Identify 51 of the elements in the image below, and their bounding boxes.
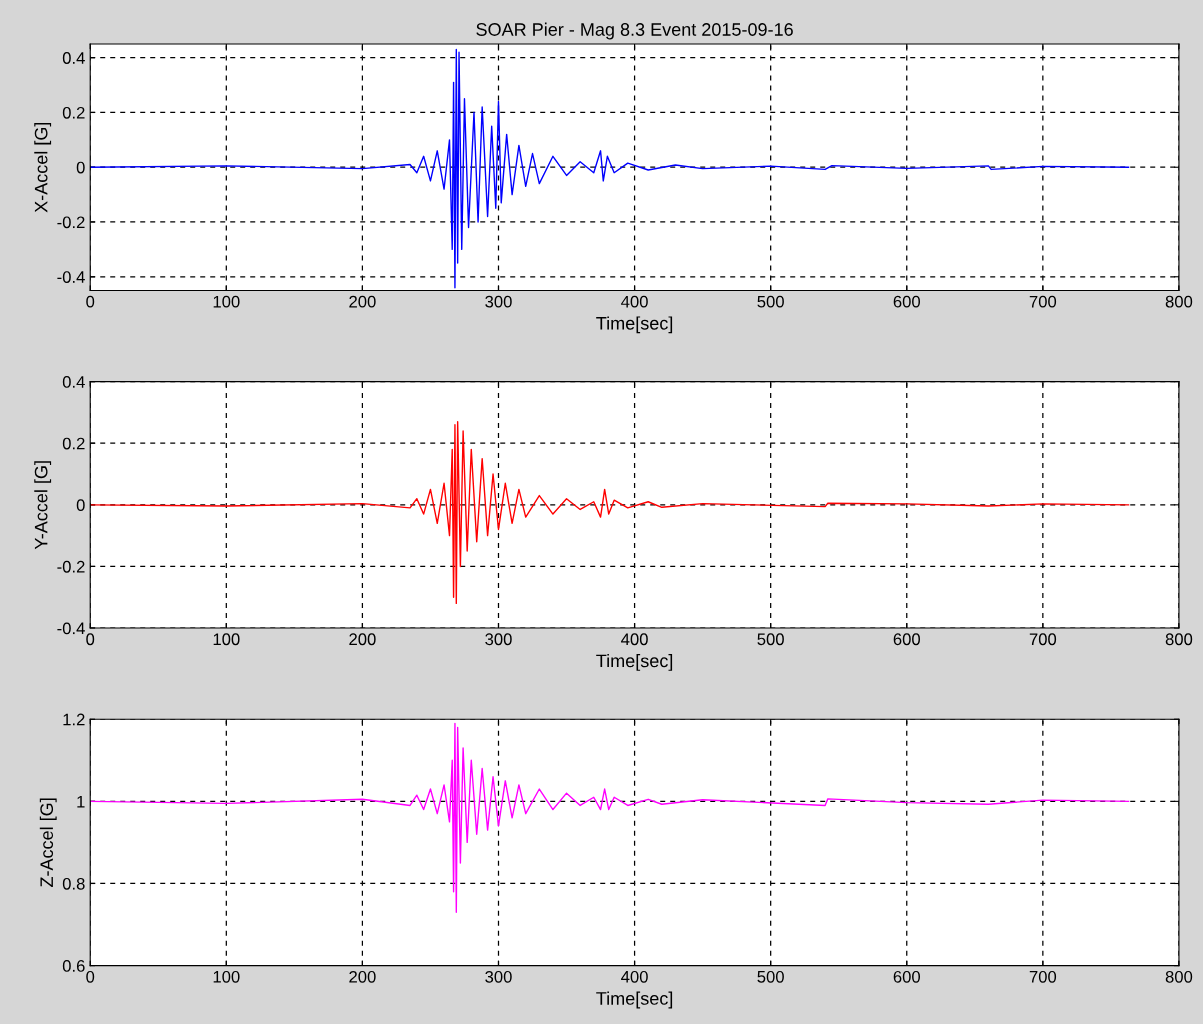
chart-title: SOAR Pier - Mag 8.3 Event 2015-09-16 <box>476 22 793 40</box>
y-tick-label: -0.4 <box>57 271 85 283</box>
y-tick-label: 0 <box>76 499 85 512</box>
y-axis-title: Y-Accel [G] <box>34 461 52 550</box>
y-tick-label: 0.2 <box>62 106 85 119</box>
x-tick-label: 700 <box>1029 970 1057 983</box>
x-tick-label: 100 <box>213 295 240 308</box>
x-tick-label: 300 <box>485 970 512 983</box>
x-tick-label: 400 <box>621 633 648 646</box>
x-tick-label: 0 <box>86 295 95 308</box>
y-tick-label: 0.6 <box>62 960 85 972</box>
x-tick-label: 600 <box>893 970 921 983</box>
line-series <box>90 48 1130 289</box>
x-axis-title: Time[sec] <box>596 653 673 671</box>
x-tick-label: 600 <box>893 295 921 308</box>
y-tick-label: -0.4 <box>57 622 85 635</box>
x-tick-label: 300 <box>485 633 512 646</box>
y-tick-label: 1 <box>77 795 85 808</box>
x-tick-label: 300 <box>485 295 512 308</box>
x-tick-label: 400 <box>621 970 648 983</box>
x-tick-label: 800 <box>1165 633 1193 646</box>
line-series <box>90 420 1130 605</box>
y-axis-title: Z-Accel [G] <box>39 798 57 887</box>
y-tick-label: 0.8 <box>62 877 85 890</box>
x-tick-label: 700 <box>1029 633 1057 646</box>
y-tick-label: -0.2 <box>57 560 85 573</box>
y-tick-label: 0.4 <box>62 52 85 64</box>
x-tick-label: 0 <box>86 970 95 983</box>
y-tick-label: 0.4 <box>62 376 85 388</box>
y-tick-label: 1.2 <box>63 713 85 726</box>
x-tick-label: 200 <box>349 633 376 646</box>
x-tick-label: 800 <box>1165 295 1193 308</box>
x-tick-label: 200 <box>349 970 376 983</box>
x-tick-label: 100 <box>213 970 240 983</box>
x-tick-label: 400 <box>621 295 648 308</box>
line-series <box>90 722 1130 913</box>
y-tick-label: 0 <box>76 161 85 174</box>
x-tick-label: 600 <box>893 633 921 646</box>
x-tick-label: 700 <box>1029 295 1057 308</box>
x-tick-label: 500 <box>757 295 784 308</box>
y-tick-label: -0.2 <box>57 216 85 229</box>
x-tick-label: 200 <box>349 295 376 308</box>
y-axis-title: X-Accel [G] <box>34 122 52 213</box>
x-tick-label: 800 <box>1165 970 1193 983</box>
x-tick-label: 100 <box>213 633 240 646</box>
x-axis-title: Time[sec] <box>596 991 673 1009</box>
x-axis-title: Time[sec] <box>596 316 673 334</box>
x-tick-label: 0 <box>86 633 95 646</box>
y-tick-label: 0.2 <box>62 437 85 450</box>
x-tick-label: 500 <box>757 633 784 646</box>
x-tick-label: 500 <box>757 970 784 983</box>
